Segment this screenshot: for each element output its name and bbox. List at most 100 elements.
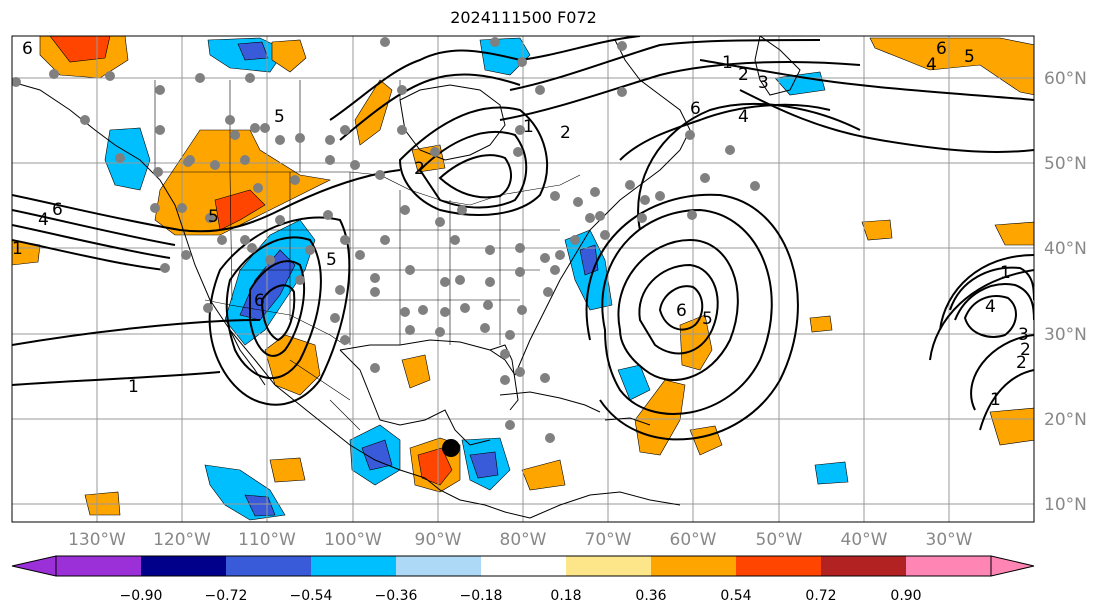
border-canada-prov xyxy=(154,80,401,172)
lon-label: 70°W xyxy=(585,530,632,550)
lon-label: 50°W xyxy=(756,530,803,550)
lat-label: 60°N xyxy=(1044,69,1087,89)
coast-florida xyxy=(489,344,519,411)
shading-blue-gulf-ak xyxy=(104,127,151,191)
contour-trough-4 xyxy=(208,216,351,406)
contour-label: 2 xyxy=(1020,340,1031,360)
colorbar-labels: −0.90 −0.72 −0.54 −0.36 −0.18 0.18 0.36 … xyxy=(120,588,922,604)
coast-gulf xyxy=(339,349,491,446)
lat-label: 50°N xyxy=(1044,154,1087,174)
contour-label: 5 xyxy=(702,309,713,329)
colorbar-swatch xyxy=(566,556,651,576)
lon-label: 120°W xyxy=(153,530,211,550)
contour-label: 4 xyxy=(38,210,49,230)
contour-label: 1 xyxy=(12,239,23,259)
contour-label: 6 xyxy=(52,200,63,220)
colorbar-extend-low xyxy=(11,555,57,577)
shading-darkblue-central-am-e xyxy=(469,451,499,479)
colorbar-swatch xyxy=(736,556,821,576)
contour-atl-low-4 xyxy=(601,208,773,415)
contour-label: 4 xyxy=(738,107,749,127)
storm-position-marker xyxy=(442,439,460,457)
lon-label: 110°W xyxy=(238,530,296,550)
shading-orange-east-atl-top xyxy=(869,37,1034,96)
contour-label: 5 xyxy=(964,47,975,67)
shading-orange-gulf-small xyxy=(401,354,431,389)
colorbar-swatch xyxy=(56,556,141,576)
contour-zonal-2 xyxy=(12,209,176,246)
contour-jet-3 xyxy=(499,61,861,121)
coast-cuba xyxy=(499,391,601,413)
contour-label: 3 xyxy=(758,73,769,93)
colorbar-label: −0.36 xyxy=(375,588,418,604)
contour-lakes-2 xyxy=(418,130,528,209)
colorbar-swatch xyxy=(226,556,311,576)
coast-hispaniola xyxy=(604,417,651,426)
colorbar-extend-high xyxy=(990,555,1035,577)
contour-zonal-4 xyxy=(12,239,166,271)
contour-jet-2 xyxy=(509,39,821,91)
contour-label: 6 xyxy=(22,39,33,59)
coast-south-america xyxy=(529,491,681,519)
contour-label: 6 xyxy=(676,301,687,321)
colorbar-swatch xyxy=(821,556,906,576)
contour-jet-1 xyxy=(519,36,641,61)
contour-zonal-3 xyxy=(12,224,171,259)
lon-label: 80°W xyxy=(500,530,547,550)
shading-blue-atlantic-small xyxy=(617,364,651,401)
contour-label: 2 xyxy=(738,65,749,85)
contour-label: 1 xyxy=(722,53,733,73)
contour-trough-1 xyxy=(225,236,322,379)
contour-atl-low-3 xyxy=(658,285,704,331)
longitude-labels: 130°W 120°W 110°W 100°W 90°W 80°W 70°W 6… xyxy=(68,530,973,550)
contour-lakes-1 xyxy=(398,106,548,216)
colorbar-swatch xyxy=(481,556,566,576)
border-us-canada xyxy=(155,171,581,206)
colorbar-label: −0.90 xyxy=(120,588,163,604)
contour-atl-low-1 xyxy=(617,238,739,381)
colorbar-label: 0.18 xyxy=(550,588,581,604)
coast-east-us xyxy=(514,149,681,376)
colorbar-label: −0.72 xyxy=(205,588,248,604)
contour-atl-ridge-1 xyxy=(739,89,1034,153)
contour-atl-low-5 xyxy=(585,193,799,441)
lat-label: 30°N xyxy=(1044,325,1087,345)
contour-atl-ridge-2 xyxy=(699,59,1034,101)
lat-label: 40°N xyxy=(1044,239,1087,259)
lon-label: 90°W xyxy=(415,530,462,550)
colorbar-swatch xyxy=(311,556,396,576)
contour-label: 3 xyxy=(1018,325,1029,345)
shading-darkblue-gulf-mexico xyxy=(361,439,393,471)
contour-ridge-2 xyxy=(339,73,521,141)
admin-borders xyxy=(154,80,581,431)
shading-blue-atlantic-mid xyxy=(814,461,849,485)
colorbar-label: −0.54 xyxy=(290,588,333,604)
map-title: 2024111500 F072 xyxy=(450,8,597,27)
lat-label: 10°N xyxy=(1044,495,1087,515)
contour-label: 1 xyxy=(1000,263,1011,283)
contour-east-low-6 xyxy=(970,334,1034,411)
shading-darkblue-ak xyxy=(237,41,269,61)
contour-label: 5 xyxy=(208,207,219,227)
coast-gulf-north xyxy=(339,339,516,376)
contour-label: 2 xyxy=(560,123,571,143)
contour-ridge-1 xyxy=(329,49,521,121)
contour-label: 4 xyxy=(926,55,937,75)
contour-pac-1 xyxy=(12,319,261,346)
contour-label: 2 xyxy=(1016,353,1027,373)
colorbar-label: −0.18 xyxy=(460,588,503,604)
lon-label: 100°W xyxy=(324,530,382,550)
contour-label: 6 xyxy=(254,291,265,311)
shading-red-bc xyxy=(214,189,266,231)
latitude-labels: 60°N 50°N 40°N 30°N 20°N 10°N xyxy=(1044,69,1087,515)
contour-trough-atl-1 xyxy=(619,103,831,161)
contour-label: 2 xyxy=(414,159,425,179)
contour-zonal-1 xyxy=(12,169,401,233)
coast-hudson-bay xyxy=(399,84,506,161)
colorbar-label: 0.54 xyxy=(720,588,751,604)
contour-label-layer: 6 5 1 2 3 4 6 4 5 6 4 5 1 6 5 2 1 6 2 1 … xyxy=(12,39,1031,410)
shading-orange-east-atl-mid xyxy=(994,221,1034,246)
map-border xyxy=(11,35,1035,523)
shading-orange-south-carib xyxy=(521,459,566,491)
